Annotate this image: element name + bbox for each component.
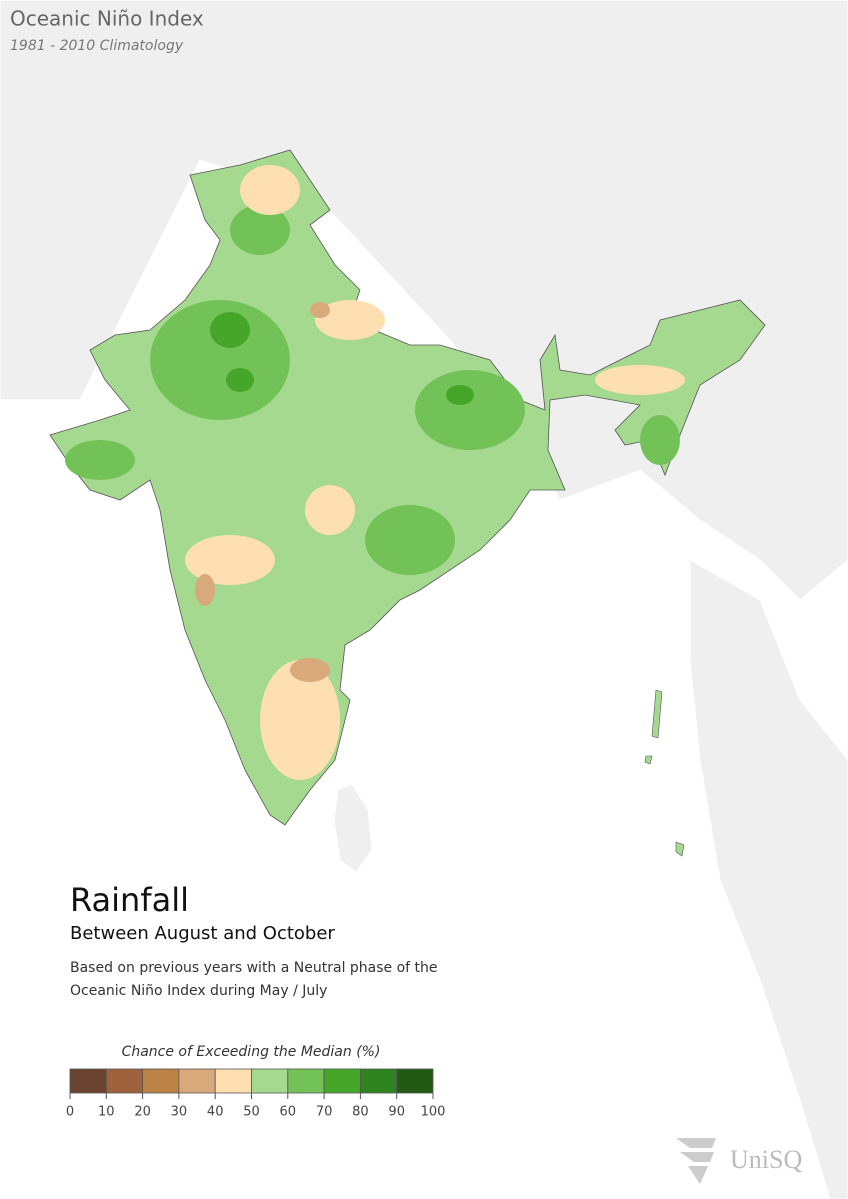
legend-tick-label: 60: [280, 1105, 297, 1120]
legend-tick-label: 20: [134, 1105, 151, 1120]
legend-swatch: [214, 1068, 252, 1094]
legend-swatch: [142, 1068, 180, 1094]
legend-tick-label: 90: [388, 1105, 405, 1120]
legend-swatch: [396, 1068, 434, 1094]
legend-swatch: [359, 1068, 398, 1094]
header-title: Oceanic Niño Index: [10, 7, 204, 31]
legend-tick-label: 30: [171, 1105, 188, 1120]
india-map: [49, 149, 766, 857]
legend-tick-label: 70: [316, 1105, 333, 1120]
legend-tick-label: 0: [66, 1105, 74, 1120]
legend: 0 10 20 30 40 50 60 70 80 90 100: [66, 1068, 446, 1120]
legend-tick-label: 100: [421, 1105, 446, 1120]
legend-tick-label: 80: [352, 1105, 369, 1120]
legend-title: Chance of Exceeding the Median (%): [122, 1044, 381, 1060]
legend-swatch: [178, 1068, 216, 1094]
legend-swatch: [287, 1068, 325, 1094]
header-subtitle: 1981 - 2010 Climatology: [10, 38, 184, 54]
logo-text: UniSQ: [730, 1145, 802, 1174]
description-line: Oceanic Niño Index during May / July: [70, 983, 327, 999]
legend-swatch: [105, 1068, 144, 1094]
legend-swatch: [323, 1068, 361, 1094]
description-line: Based on previous years with a Neutral p…: [70, 960, 438, 976]
panel-title: Rainfall: [70, 881, 189, 919]
legend-swatch: [251, 1068, 289, 1094]
legend-tick-label: 10: [98, 1105, 115, 1120]
islands: [644, 689, 685, 857]
panel-subtitle: Between August and October: [70, 923, 335, 944]
rain-patches: [65, 165, 685, 780]
legend-tick-label: 40: [207, 1105, 224, 1120]
logo: UniSQ: [676, 1138, 802, 1184]
legend-tick-label: 50: [243, 1105, 260, 1120]
legend-swatch: [69, 1068, 107, 1094]
